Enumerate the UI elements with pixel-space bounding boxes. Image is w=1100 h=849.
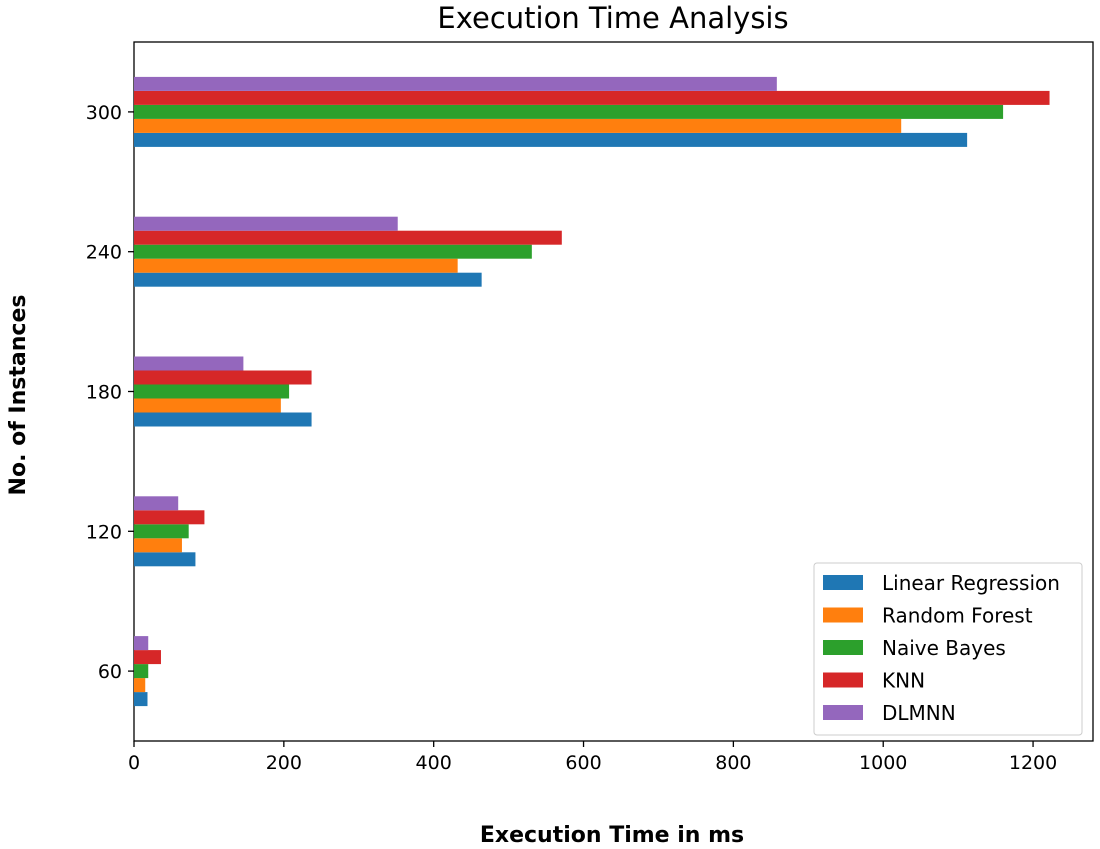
- y-tick-label: 60: [98, 661, 122, 683]
- legend-swatch: [823, 640, 863, 655]
- legend-box: [813, 562, 1083, 736]
- bar-linear-regression-60: [134, 692, 148, 707]
- bar-knn-240: [134, 230, 562, 245]
- x-tick-label: 600: [565, 752, 601, 774]
- legend-swatch: [823, 705, 863, 720]
- y-tick-label: 300: [86, 102, 122, 124]
- x-tick-label: 1000: [859, 752, 907, 774]
- bar-naive-bayes-300: [134, 104, 1004, 119]
- bar-naive-bayes-240: [134, 244, 532, 259]
- x-tick-label: 0: [128, 752, 140, 774]
- bar-knn-300: [134, 90, 1050, 105]
- bar-linear-regression-120: [134, 552, 196, 567]
- bar-knn-180: [134, 370, 312, 385]
- bar-random-forest-120: [134, 538, 182, 553]
- bar-linear-regression-300: [134, 132, 968, 147]
- bar-random-forest-60: [134, 678, 146, 693]
- bar-knn-120: [134, 510, 205, 525]
- bar-random-forest-300: [134, 118, 902, 133]
- legend-swatch: [823, 672, 863, 688]
- x-tick-label: 1200: [1009, 752, 1057, 774]
- x-tick-label: 400: [416, 752, 452, 774]
- bar-dlmnn-180: [134, 356, 244, 371]
- legend-label: Linear Regression: [882, 571, 1060, 595]
- bar-dlmnn-60: [134, 636, 149, 651]
- x-tick-label: 200: [266, 752, 302, 774]
- legend-swatch: [823, 575, 863, 590]
- y-tick-label: 240: [86, 242, 122, 264]
- bar-dlmnn-120: [134, 496, 179, 511]
- bar-dlmnn-240: [134, 216, 398, 231]
- legend: Linear Regression Random Forest Naive Baye…: [813, 562, 1083, 736]
- y-axis-title: No. of Instances: [6, 295, 31, 496]
- legend-label: Random Forest: [882, 604, 1033, 628]
- bar-naive-bayes-120: [134, 524, 189, 539]
- bar-dlmnn-300: [134, 76, 777, 91]
- chart-title: Execution Time Analysis: [437, 1, 788, 35]
- legend-swatch: [823, 607, 863, 623]
- bar-random-forest-240: [134, 258, 458, 273]
- bar-naive-bayes-60: [134, 664, 149, 679]
- x-axis-title: Execution Time in ms: [480, 823, 744, 848]
- bar-random-forest-180: [134, 398, 281, 413]
- bar-knn-60: [134, 650, 161, 665]
- legend-label: KNN: [882, 669, 925, 693]
- y-tick-label: 120: [86, 521, 122, 543]
- bar-naive-bayes-180: [134, 384, 290, 399]
- legend-label: Naive Bayes: [882, 636, 1006, 660]
- legend-label: DLMNN: [882, 701, 956, 725]
- bar-linear-regression-240: [134, 272, 482, 287]
- x-tick-label: 800: [715, 752, 751, 774]
- bar-linear-regression-180: [134, 412, 312, 427]
- y-tick-label: 180: [86, 382, 122, 404]
